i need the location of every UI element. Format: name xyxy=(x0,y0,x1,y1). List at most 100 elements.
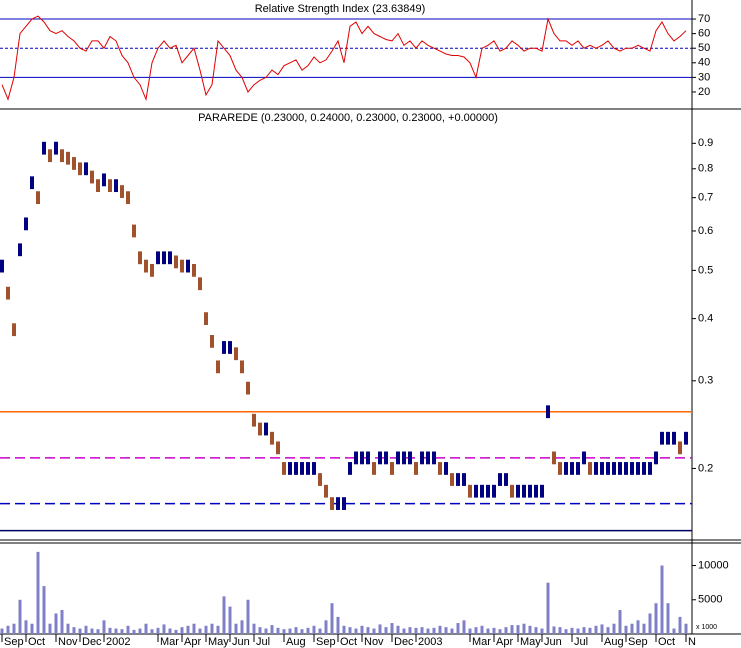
volume-bar xyxy=(540,628,544,634)
volume-bar xyxy=(102,620,106,634)
price-bar xyxy=(504,473,508,486)
volume-bar xyxy=(432,627,436,634)
price-bar xyxy=(120,185,124,198)
price-bar xyxy=(228,341,232,354)
volume-bar xyxy=(258,627,262,634)
y-tick-label: 0.9 xyxy=(698,137,713,149)
x-tick-label: Jul xyxy=(574,636,588,648)
volume-bar xyxy=(174,629,178,634)
volume-bar xyxy=(54,613,58,634)
price-bar xyxy=(306,462,310,475)
volume-bar xyxy=(150,629,154,634)
volume-bar xyxy=(132,629,136,634)
price-bar xyxy=(234,347,238,361)
price-bar xyxy=(246,381,250,395)
volume-bar xyxy=(522,623,526,634)
volume-bar xyxy=(210,623,214,634)
x-tick-label: Mar xyxy=(472,636,491,648)
price-bar xyxy=(336,497,340,510)
volume-bar xyxy=(216,625,220,634)
price-bar xyxy=(324,484,328,498)
price-bar xyxy=(198,277,202,291)
price-bar xyxy=(126,191,130,205)
volume-bar xyxy=(96,629,100,634)
volume-bar xyxy=(6,625,10,634)
price-bar xyxy=(90,170,94,184)
price-bar xyxy=(264,422,268,436)
volume-bar xyxy=(24,620,28,634)
price-bar xyxy=(630,462,634,475)
x-tick-label: Aug xyxy=(604,636,624,648)
price-bar xyxy=(672,431,676,445)
volume-bar xyxy=(582,627,586,634)
price-bar xyxy=(462,473,466,486)
volume-bar xyxy=(360,625,364,634)
volume-bar xyxy=(426,628,430,634)
x-tick-label: 2003 xyxy=(418,636,442,648)
x-tick-label: Jun xyxy=(232,636,250,648)
volume-bar xyxy=(642,623,646,634)
price-bar xyxy=(438,462,442,475)
volume-bar xyxy=(12,623,16,634)
price-bar xyxy=(612,462,616,475)
volume-bar xyxy=(72,627,76,634)
y-tick-label: 0.5 xyxy=(698,264,713,276)
price-bar xyxy=(414,462,418,475)
price-bar xyxy=(0,259,4,273)
x-tick-label: Oct xyxy=(340,636,357,648)
volume-bar xyxy=(198,628,202,634)
price-bar xyxy=(162,251,166,265)
volume-bar xyxy=(444,627,448,634)
volume-bar xyxy=(504,627,508,634)
volume-bar xyxy=(42,586,46,634)
price-bar xyxy=(114,179,118,193)
price-bar xyxy=(624,462,628,475)
volume-bar xyxy=(90,628,94,634)
price-bar xyxy=(522,484,526,498)
x-tick-label: Sep xyxy=(628,636,648,648)
volume-bar xyxy=(510,625,514,634)
volume-bar xyxy=(264,628,268,634)
volume-bar xyxy=(546,582,550,634)
price-bar xyxy=(18,243,22,257)
volume-bar xyxy=(270,625,274,634)
volume-bar xyxy=(300,629,304,634)
x-tick-label: Apr xyxy=(184,636,201,648)
price-bar xyxy=(186,259,190,273)
price-bar xyxy=(318,473,322,486)
price-bar xyxy=(372,462,376,475)
price-bar xyxy=(516,484,520,498)
price-bar xyxy=(132,224,136,238)
volume-bar xyxy=(330,603,334,634)
x-tick-label: Nov xyxy=(58,636,78,648)
price-bar xyxy=(360,451,364,465)
x-tick-label: Oct xyxy=(28,636,45,648)
price-bar xyxy=(216,360,220,374)
volume-bar xyxy=(462,620,466,634)
volume-bar xyxy=(552,626,556,634)
price-bar xyxy=(282,462,286,475)
price-bar xyxy=(384,451,388,465)
volume-bar xyxy=(48,623,52,634)
price-bar xyxy=(24,217,28,231)
volume-bar xyxy=(516,625,520,634)
volume-bar xyxy=(618,610,622,634)
x-tick-label: Jun xyxy=(544,636,562,648)
x-tick-label: Dec xyxy=(394,636,414,648)
volume-bar xyxy=(108,627,112,634)
volume-bar xyxy=(588,627,592,634)
price-bar xyxy=(534,484,538,498)
volume-bar xyxy=(18,599,22,634)
volume-bar xyxy=(318,628,322,634)
price-bar xyxy=(102,173,106,187)
volume-bar xyxy=(222,596,226,634)
volume-bar xyxy=(600,624,604,634)
price-bar xyxy=(84,162,88,176)
x-tick-label: May xyxy=(520,636,541,648)
price-bar xyxy=(300,462,304,475)
price-bar xyxy=(558,462,562,475)
volume-bar xyxy=(474,627,478,634)
price-bar xyxy=(180,259,184,273)
y-tick-label: 0.2 xyxy=(698,462,713,474)
price-bar xyxy=(36,191,40,205)
